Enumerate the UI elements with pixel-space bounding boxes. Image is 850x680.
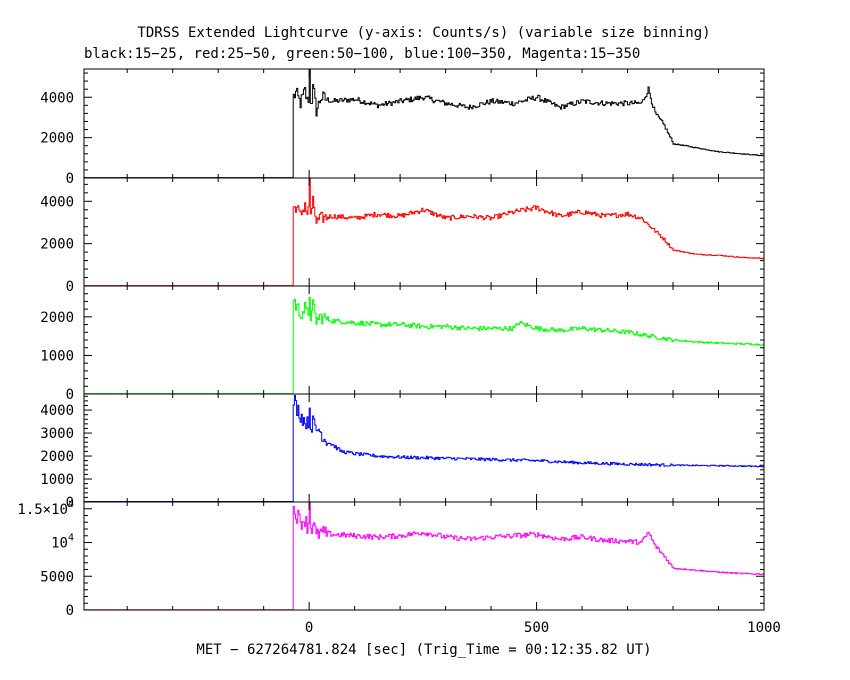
y-tick-label: 2000	[40, 449, 74, 465]
y-tick-label: 104	[51, 533, 74, 552]
y-tick-label: 5000	[40, 569, 74, 585]
y-tick-label: 2000	[40, 310, 74, 326]
panel-red: 0 2000 4000	[40, 177, 765, 295]
y-tick-label: 3000	[40, 426, 74, 442]
series-line-red	[84, 178, 764, 286]
x-tick-labels: 0 500 1000	[305, 620, 781, 636]
y-tick-label: 0	[66, 495, 74, 511]
x-tick-label: 1000	[747, 620, 781, 636]
series-line-black	[84, 69, 764, 178]
series-line-magenta	[84, 502, 764, 610]
chart-subtitle: black:15−25, red:25−50, green:50−100, bl…	[84, 46, 640, 62]
panel-green: 0 1000 2000	[40, 285, 765, 403]
y-tick-label: 2000	[40, 237, 74, 253]
panel-blue: 0 1000 2000 3000 4000	[40, 393, 765, 511]
series-line-blue	[84, 395, 764, 502]
y-tick-label: 4000	[40, 403, 74, 419]
panel-frame-green	[83, 285, 765, 395]
y-tick-label: 0	[66, 171, 74, 187]
y-tick-label: 1000	[40, 472, 74, 488]
y-tick-label: 0	[66, 603, 74, 619]
y-tick-label: 0	[66, 279, 74, 295]
panels: 0200040000200040000100020000100020003000…	[17, 68, 765, 619]
y-tick-label: 4000	[40, 90, 74, 106]
x-axis-label: MET − 627264781.824 [sec] (Trig_Time = 0…	[196, 642, 651, 658]
panel-frame-blue	[83, 393, 765, 503]
x-tick-label: 500	[524, 620, 549, 636]
chart-title: TDRSS Extended Lightcurve (y-axis: Count…	[137, 25, 710, 41]
y-tick-label: 1000	[40, 348, 74, 364]
y-tick-label: 2000	[40, 131, 74, 147]
series-line-green	[84, 296, 764, 394]
panel-magenta: 0 5000 104 1.5×104	[17, 499, 765, 619]
panel-frame-magenta	[83, 501, 765, 611]
x-tick-label: 0	[305, 620, 313, 636]
panel-frame-black	[83, 68, 765, 179]
panel-black: 0 2000 4000	[40, 68, 765, 187]
y-tick-label: 1.5×104	[17, 499, 74, 518]
panel-frame-red	[83, 177, 765, 287]
y-tick-label: 4000	[40, 194, 74, 210]
y-tick-label: 0	[66, 387, 74, 403]
